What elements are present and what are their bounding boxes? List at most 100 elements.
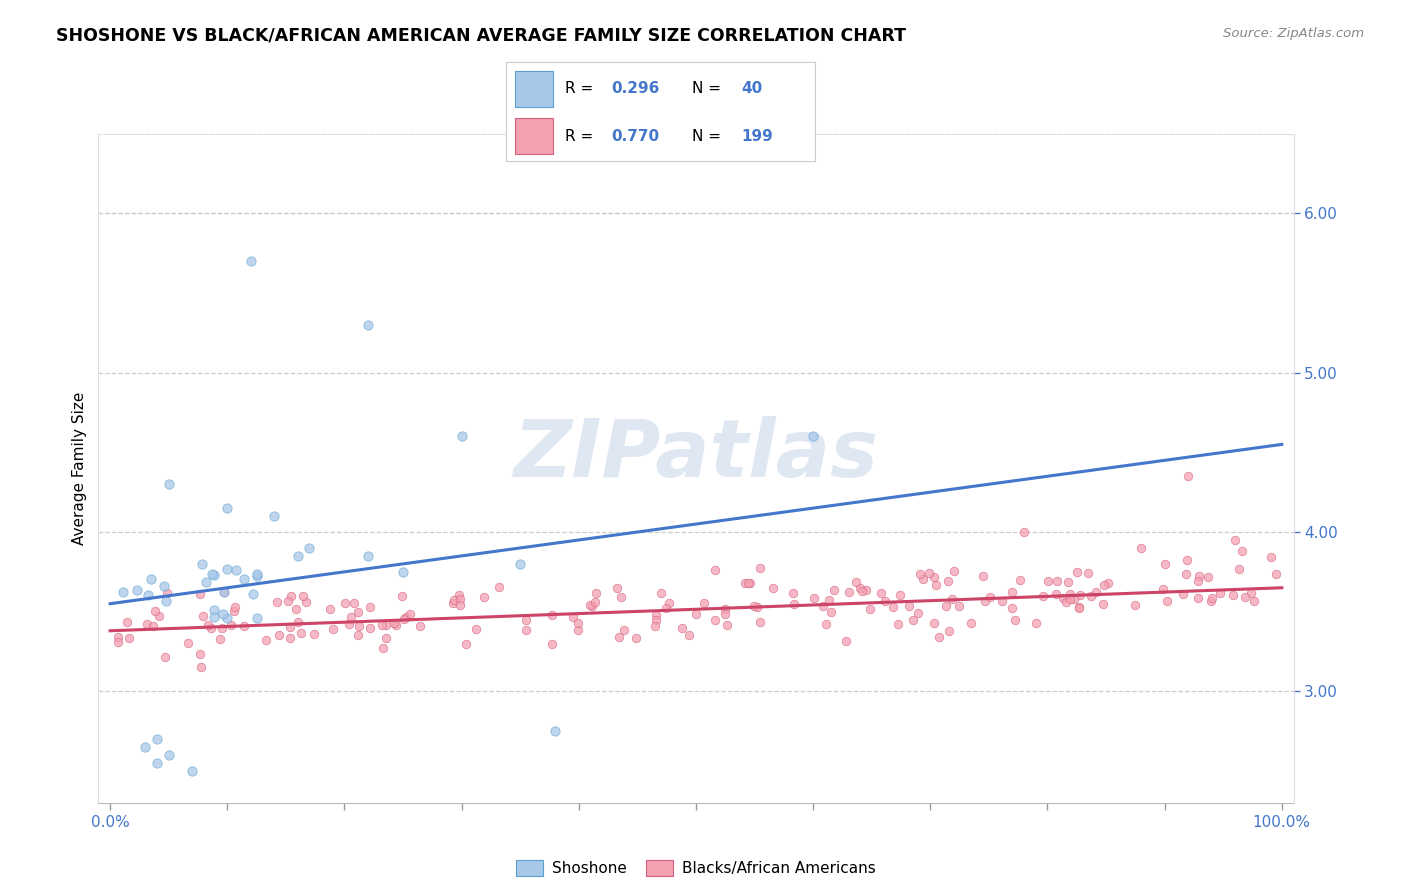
Point (644, 613, 666, 627)
Point (1177, 552, 1199, 566)
Point (302, 626, 325, 640)
Point (222, 604, 245, 618)
Point (188, 587, 211, 601)
Point (928, 630, 950, 644)
Point (678, 628, 700, 642)
Point (704, 563, 727, 577)
Point (343, 597, 366, 611)
Point (143, 604, 166, 618)
Point (1046, 574, 1069, 588)
FancyBboxPatch shape (516, 119, 553, 153)
Point (991, 594, 1014, 608)
Point (212, 584, 235, 599)
Point (212, 585, 235, 599)
Point (359, 600, 381, 615)
Point (607, 630, 630, 644)
Point (734, 576, 756, 591)
Point (803, 591, 825, 605)
Point (585, 586, 607, 600)
Point (835, 634, 858, 648)
Point (1240, 586, 1263, 600)
Point (217, 611, 239, 625)
Text: Source: ZipAtlas.com: Source: ZipAtlas.com (1223, 27, 1364, 40)
Point (395, 610, 418, 624)
Point (1171, 587, 1194, 601)
Point (472, 590, 495, 604)
Point (613, 623, 636, 637)
Point (1084, 584, 1107, 599)
Point (801, 429, 824, 443)
Point (1066, 566, 1088, 580)
Point (1059, 591, 1081, 606)
Point (742, 599, 765, 613)
Point (714, 607, 737, 622)
Point (136, 616, 159, 631)
Point (873, 594, 896, 608)
Point (1067, 601, 1090, 615)
Point (1067, 599, 1090, 614)
Point (267, 627, 290, 641)
Point (858, 602, 880, 616)
Point (1223, 533, 1246, 547)
Point (107, 630, 129, 644)
Point (579, 598, 602, 612)
Point (200, 622, 222, 636)
Text: SHOSHONE VS BLACK/AFRICAN AMERICAN AVERAGE FAMILY SIZE CORRELATION CHART: SHOSHONE VS BLACK/AFRICAN AMERICAN AVERA… (56, 27, 907, 45)
Point (855, 582, 877, 597)
Point (1045, 587, 1067, 601)
Point (1097, 575, 1119, 590)
Point (197, 617, 219, 632)
Point (1187, 569, 1209, 583)
Text: N =: N = (692, 128, 725, 144)
Point (645, 607, 668, 622)
Point (762, 581, 785, 595)
Point (908, 567, 931, 582)
Point (190, 558, 212, 572)
Point (562, 610, 585, 624)
Point (814, 616, 837, 631)
Point (391, 589, 413, 603)
Point (374, 618, 396, 632)
Point (1130, 541, 1153, 555)
Point (139, 572, 162, 586)
Point (818, 593, 841, 607)
Point (544, 724, 567, 739)
Point (347, 605, 370, 619)
Text: R =: R = (565, 81, 598, 96)
Point (232, 619, 254, 633)
Point (290, 626, 312, 640)
Text: 0.770: 0.770 (612, 128, 659, 144)
Point (1052, 591, 1074, 606)
Point (148, 608, 170, 623)
Point (447, 589, 470, 603)
Point (194, 574, 217, 589)
Legend: Shoshone, Blacks/African Americans: Shoshone, Blacks/African Americans (510, 854, 882, 882)
Point (357, 549, 380, 563)
Point (1199, 594, 1222, 608)
Point (922, 569, 945, 583)
Point (889, 589, 911, 603)
Point (713, 602, 735, 616)
Point (671, 621, 693, 635)
Point (1187, 591, 1209, 605)
Text: N =: N = (692, 81, 725, 96)
Point (820, 605, 842, 619)
Point (382, 615, 405, 630)
Point (211, 607, 233, 622)
Point (153, 579, 176, 593)
Point (217, 501, 239, 516)
Point (1059, 587, 1081, 601)
Point (882, 600, 904, 615)
Point (335, 596, 357, 610)
Point (242, 586, 264, 600)
Point (515, 623, 537, 637)
Text: R =: R = (565, 128, 598, 144)
Point (107, 635, 129, 649)
Point (263, 509, 285, 524)
Point (887, 617, 910, 632)
Point (541, 637, 564, 651)
Point (1092, 578, 1115, 592)
Point (339, 610, 361, 624)
Point (188, 648, 211, 662)
Point (246, 568, 269, 582)
